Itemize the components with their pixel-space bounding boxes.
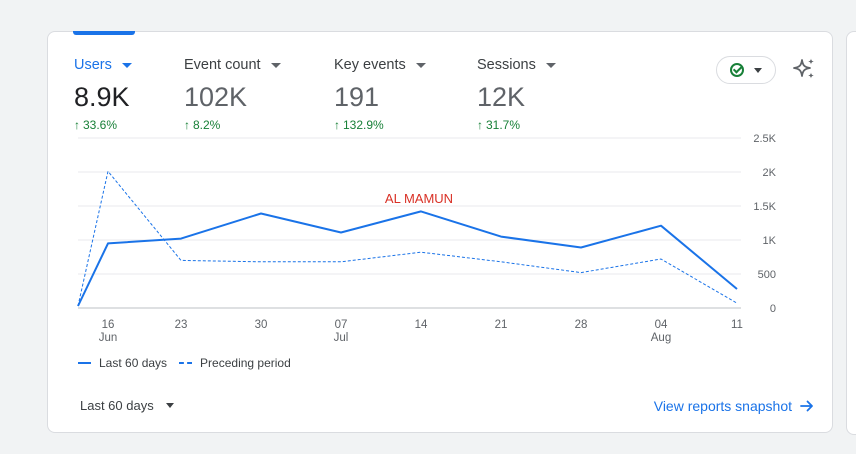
x-tick-label: 21 bbox=[495, 319, 508, 331]
x-tick-month-label: Jun bbox=[99, 332, 118, 344]
sparkle-icon[interactable] bbox=[792, 57, 818, 83]
active-tab-indicator bbox=[73, 31, 135, 35]
y-tick-label: 1.5K bbox=[753, 201, 776, 213]
arrow-up-icon: ↑ bbox=[74, 118, 80, 132]
chevron-down-icon bbox=[165, 403, 174, 408]
series-line-current bbox=[77, 210, 738, 307]
metric-change: ↑ 132.9% bbox=[334, 118, 426, 132]
series-line-preceding bbox=[77, 170, 738, 307]
metric-change: ↑ 8.2% bbox=[184, 118, 281, 132]
metric-value: 102K bbox=[184, 82, 248, 112]
metric-users[interactable]: Users 8.9K ↑ 33.6% bbox=[74, 56, 132, 132]
metric-change-value: 8.2% bbox=[193, 118, 221, 132]
metric-key-events[interactable]: Key events 191 ↑ 132.9% bbox=[334, 56, 426, 132]
check-circle-icon bbox=[730, 63, 744, 77]
metric-label: Sessions bbox=[477, 57, 536, 73]
x-tick-label: 07 bbox=[335, 319, 348, 331]
chevron-down-icon bbox=[270, 62, 281, 68]
metric-label: Users bbox=[74, 57, 112, 73]
x-tick-label: 04 bbox=[655, 319, 668, 331]
metric-change-value: 31.7% bbox=[486, 118, 521, 132]
chevron-down-icon bbox=[415, 62, 426, 68]
arrow-up-icon: ↑ bbox=[184, 118, 190, 132]
x-tick-label: 23 bbox=[175, 319, 188, 331]
metric-value: 8.9K bbox=[74, 82, 130, 112]
chevron-down-icon bbox=[121, 62, 132, 68]
date-range-label: Last 60 days bbox=[80, 398, 154, 413]
y-tick-label: 0 bbox=[770, 303, 776, 315]
x-tick-label: 11 bbox=[731, 319, 743, 331]
y-tick-label: 1K bbox=[763, 235, 777, 247]
x-tick-month-label: Jul bbox=[334, 332, 349, 344]
date-range-dropdown[interactable]: Last 60 days bbox=[80, 398, 174, 413]
metric-change-value: 132.9% bbox=[343, 118, 384, 132]
metric-sessions[interactable]: Sessions 12K ↑ 31.7% bbox=[477, 56, 556, 132]
legend-solid-swatch bbox=[78, 362, 91, 364]
metric-change: ↑ 31.7% bbox=[477, 118, 556, 132]
x-tick-label: 16 bbox=[102, 319, 115, 331]
view-link-label: View reports snapshot bbox=[653, 398, 792, 414]
metric-change: ↑ 33.6% bbox=[74, 118, 132, 132]
chevron-down-icon bbox=[754, 67, 762, 73]
arrow-right-icon bbox=[800, 400, 813, 412]
adjacent-card bbox=[846, 31, 856, 435]
watermark-text: AL MAMUN bbox=[385, 191, 453, 206]
chevron-down-icon bbox=[545, 62, 556, 68]
x-tick-label: 30 bbox=[255, 319, 268, 331]
overview-card: Users 8.9K ↑ 33.6% Event count 102K ↑ 8.2%… bbox=[47, 31, 833, 433]
metric-value: 191 bbox=[334, 82, 380, 112]
y-tick-label: 2K bbox=[763, 167, 777, 179]
x-tick-label: 14 bbox=[415, 319, 428, 331]
legend-dashed-swatch bbox=[179, 362, 193, 364]
metric-change-value: 33.6% bbox=[83, 118, 118, 132]
x-tick-month-label: Aug bbox=[651, 332, 671, 344]
y-tick-label: 500 bbox=[758, 269, 776, 281]
metric-event-count[interactable]: Event count 102K ↑ 8.2% bbox=[184, 56, 281, 132]
y-tick-label: 2.5K bbox=[753, 133, 776, 145]
chart-legend: Last 60 days Preceding period bbox=[78, 356, 291, 370]
status-dropdown-button[interactable] bbox=[716, 56, 776, 84]
view-reports-snapshot-link[interactable]: View reports snapshot bbox=[654, 398, 814, 414]
metric-label: Key events bbox=[334, 57, 406, 73]
legend-label-current: Last 60 days bbox=[99, 356, 168, 370]
metric-value: 12K bbox=[477, 82, 526, 112]
arrow-up-icon: ↑ bbox=[477, 118, 483, 132]
x-tick-label: 28 bbox=[575, 319, 588, 331]
arrow-up-icon: ↑ bbox=[334, 118, 340, 132]
metric-label: Event count bbox=[184, 57, 261, 73]
legend-label-preceding: Preceding period bbox=[200, 356, 291, 370]
